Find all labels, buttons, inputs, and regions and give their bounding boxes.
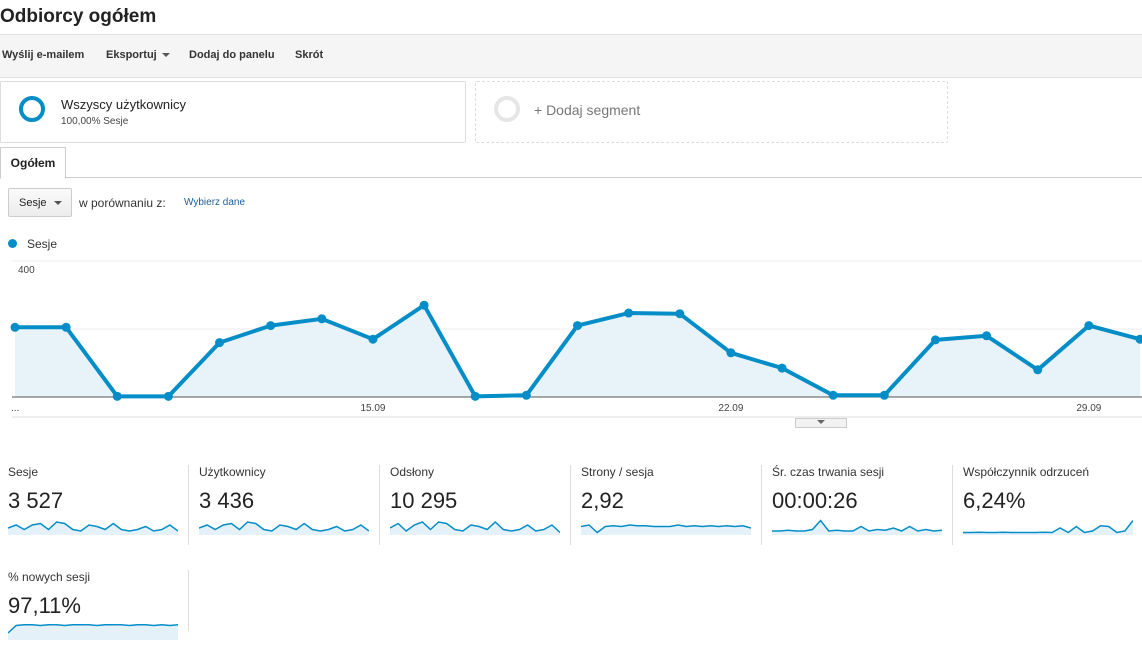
metric-divider (761, 465, 762, 545)
chart-expand-handle[interactable] (795, 418, 847, 428)
legend-dot-icon (8, 239, 17, 248)
x-tick-label: 15.09 (360, 403, 385, 414)
segment-ring-icon (19, 96, 45, 122)
metric-name: Współczynnik odrzuceń (963, 465, 1089, 479)
metric-sparkline (8, 517, 178, 535)
metric-divider (379, 465, 380, 545)
data-point[interactable] (368, 335, 377, 344)
export-button[interactable]: Eksportuj (106, 49, 170, 61)
metric-value: 10 295 (390, 488, 457, 514)
metric-sparkline (390, 517, 560, 535)
add-segment-button[interactable]: + Dodaj segment (475, 81, 948, 143)
sparkline-area (199, 522, 369, 535)
series-area (15, 305, 1140, 397)
data-point[interactable] (573, 321, 582, 330)
metric-sparkline (199, 517, 369, 535)
data-point[interactable] (420, 301, 429, 310)
segment-share: 100,00% Sesje (61, 116, 128, 127)
data-point[interactable] (11, 323, 20, 332)
metric-value: 3 436 (199, 488, 254, 514)
chevron-down-icon (162, 53, 170, 57)
metric-value: 2,92 (581, 488, 624, 514)
data-point[interactable] (164, 392, 173, 401)
page-title: Odbiorcy ogółem (0, 6, 156, 28)
metric-divider (188, 465, 189, 545)
metric-divider (570, 465, 571, 545)
sparkline-area (8, 522, 178, 535)
data-point[interactable] (317, 314, 326, 323)
sparkline-area (772, 521, 942, 536)
choose-data-link[interactable]: Wybierz dane (184, 197, 245, 208)
y-tick-label: 400 (18, 265, 35, 276)
data-point[interactable] (1033, 365, 1042, 374)
metric-divider (188, 570, 189, 631)
data-point[interactable] (471, 392, 480, 401)
metric-name: Odsłony (390, 465, 434, 479)
data-point[interactable] (880, 391, 889, 400)
data-point[interactable] (113, 392, 122, 401)
metric-divider (952, 465, 953, 545)
empty-segment-ring-icon (494, 96, 520, 122)
data-point[interactable] (62, 323, 71, 332)
legend-label: Sesje (27, 237, 57, 251)
add-to-dashboard-button[interactable]: Dodaj do panelu (189, 49, 275, 61)
report-toolbar: Wyślij e-mailem Eksportuj Dodaj do panel… (0, 34, 1142, 78)
metric-name: % nowych sesji (8, 570, 90, 584)
x-tick-label: 22.09 (718, 403, 743, 414)
metric-name: Sesje (8, 465, 38, 479)
metric-sparkline (581, 517, 751, 535)
data-point[interactable] (675, 309, 684, 318)
metric-value: 00:00:26 (772, 488, 858, 514)
metric-value: 6,24% (963, 488, 1025, 514)
data-point[interactable] (1084, 321, 1093, 330)
metric-sparkline (772, 517, 942, 535)
x-tick-label: ... (11, 403, 19, 414)
chevron-down-icon (817, 420, 825, 424)
metric-name: Śr. czas trwania sesji (772, 465, 884, 479)
x-tick-label: 29.09 (1076, 403, 1101, 414)
metric-tile[interactable]: Śr. czas trwania sesji 00:00:26 (764, 465, 944, 547)
metric-tile[interactable]: Strony / sesja 2,92 (573, 465, 753, 547)
tab-overview[interactable]: Ogółem (0, 147, 66, 179)
metric-tile[interactable]: Sesje 3 527 (0, 465, 180, 547)
data-point[interactable] (829, 391, 838, 400)
metric-sparkline (963, 517, 1133, 535)
segment-name: Wszyscy użytkownicy (61, 97, 186, 112)
metric-tile[interactable]: % nowych sesji 97,11% (0, 570, 180, 652)
export-label: Eksportuj (106, 49, 157, 61)
metric-select-value: Sesje (19, 197, 47, 209)
add-segment-label: + Dodaj segment (534, 102, 640, 118)
metric-value: 97,11% (8, 593, 81, 619)
data-point[interactable] (726, 348, 735, 357)
data-point[interactable] (982, 331, 991, 340)
data-point[interactable] (215, 338, 224, 347)
metric-sparkline (8, 622, 178, 640)
data-point[interactable] (266, 321, 275, 330)
sparkline-area (8, 625, 178, 640)
sparkline-line (772, 521, 942, 532)
segment-all-users[interactable]: Wszyscy użytkownicy 100,00% Sesje (0, 81, 466, 143)
chevron-down-icon (54, 201, 62, 205)
email-button[interactable]: Wyślij e-mailem (2, 49, 84, 61)
data-point[interactable] (778, 364, 787, 373)
data-point[interactable] (522, 391, 531, 400)
metric-select[interactable]: Sesje (8, 188, 72, 217)
data-point[interactable] (624, 309, 633, 318)
metric-name: Użytkownicy (199, 465, 266, 479)
shortcut-button[interactable]: Skrót (295, 49, 323, 61)
compare-label: w porównaniu z: (79, 196, 166, 210)
data-point[interactable] (931, 335, 940, 344)
metric-name: Strony / sesja (581, 465, 654, 479)
tab-divider (0, 177, 1142, 178)
metric-value: 3 527 (8, 488, 63, 514)
metric-tile[interactable]: Współczynnik odrzuceń 6,24% (955, 465, 1135, 547)
metric-tile[interactable]: Użytkownicy 3 436 (191, 465, 371, 547)
metric-tile[interactable]: Odsłony 10 295 (382, 465, 562, 547)
